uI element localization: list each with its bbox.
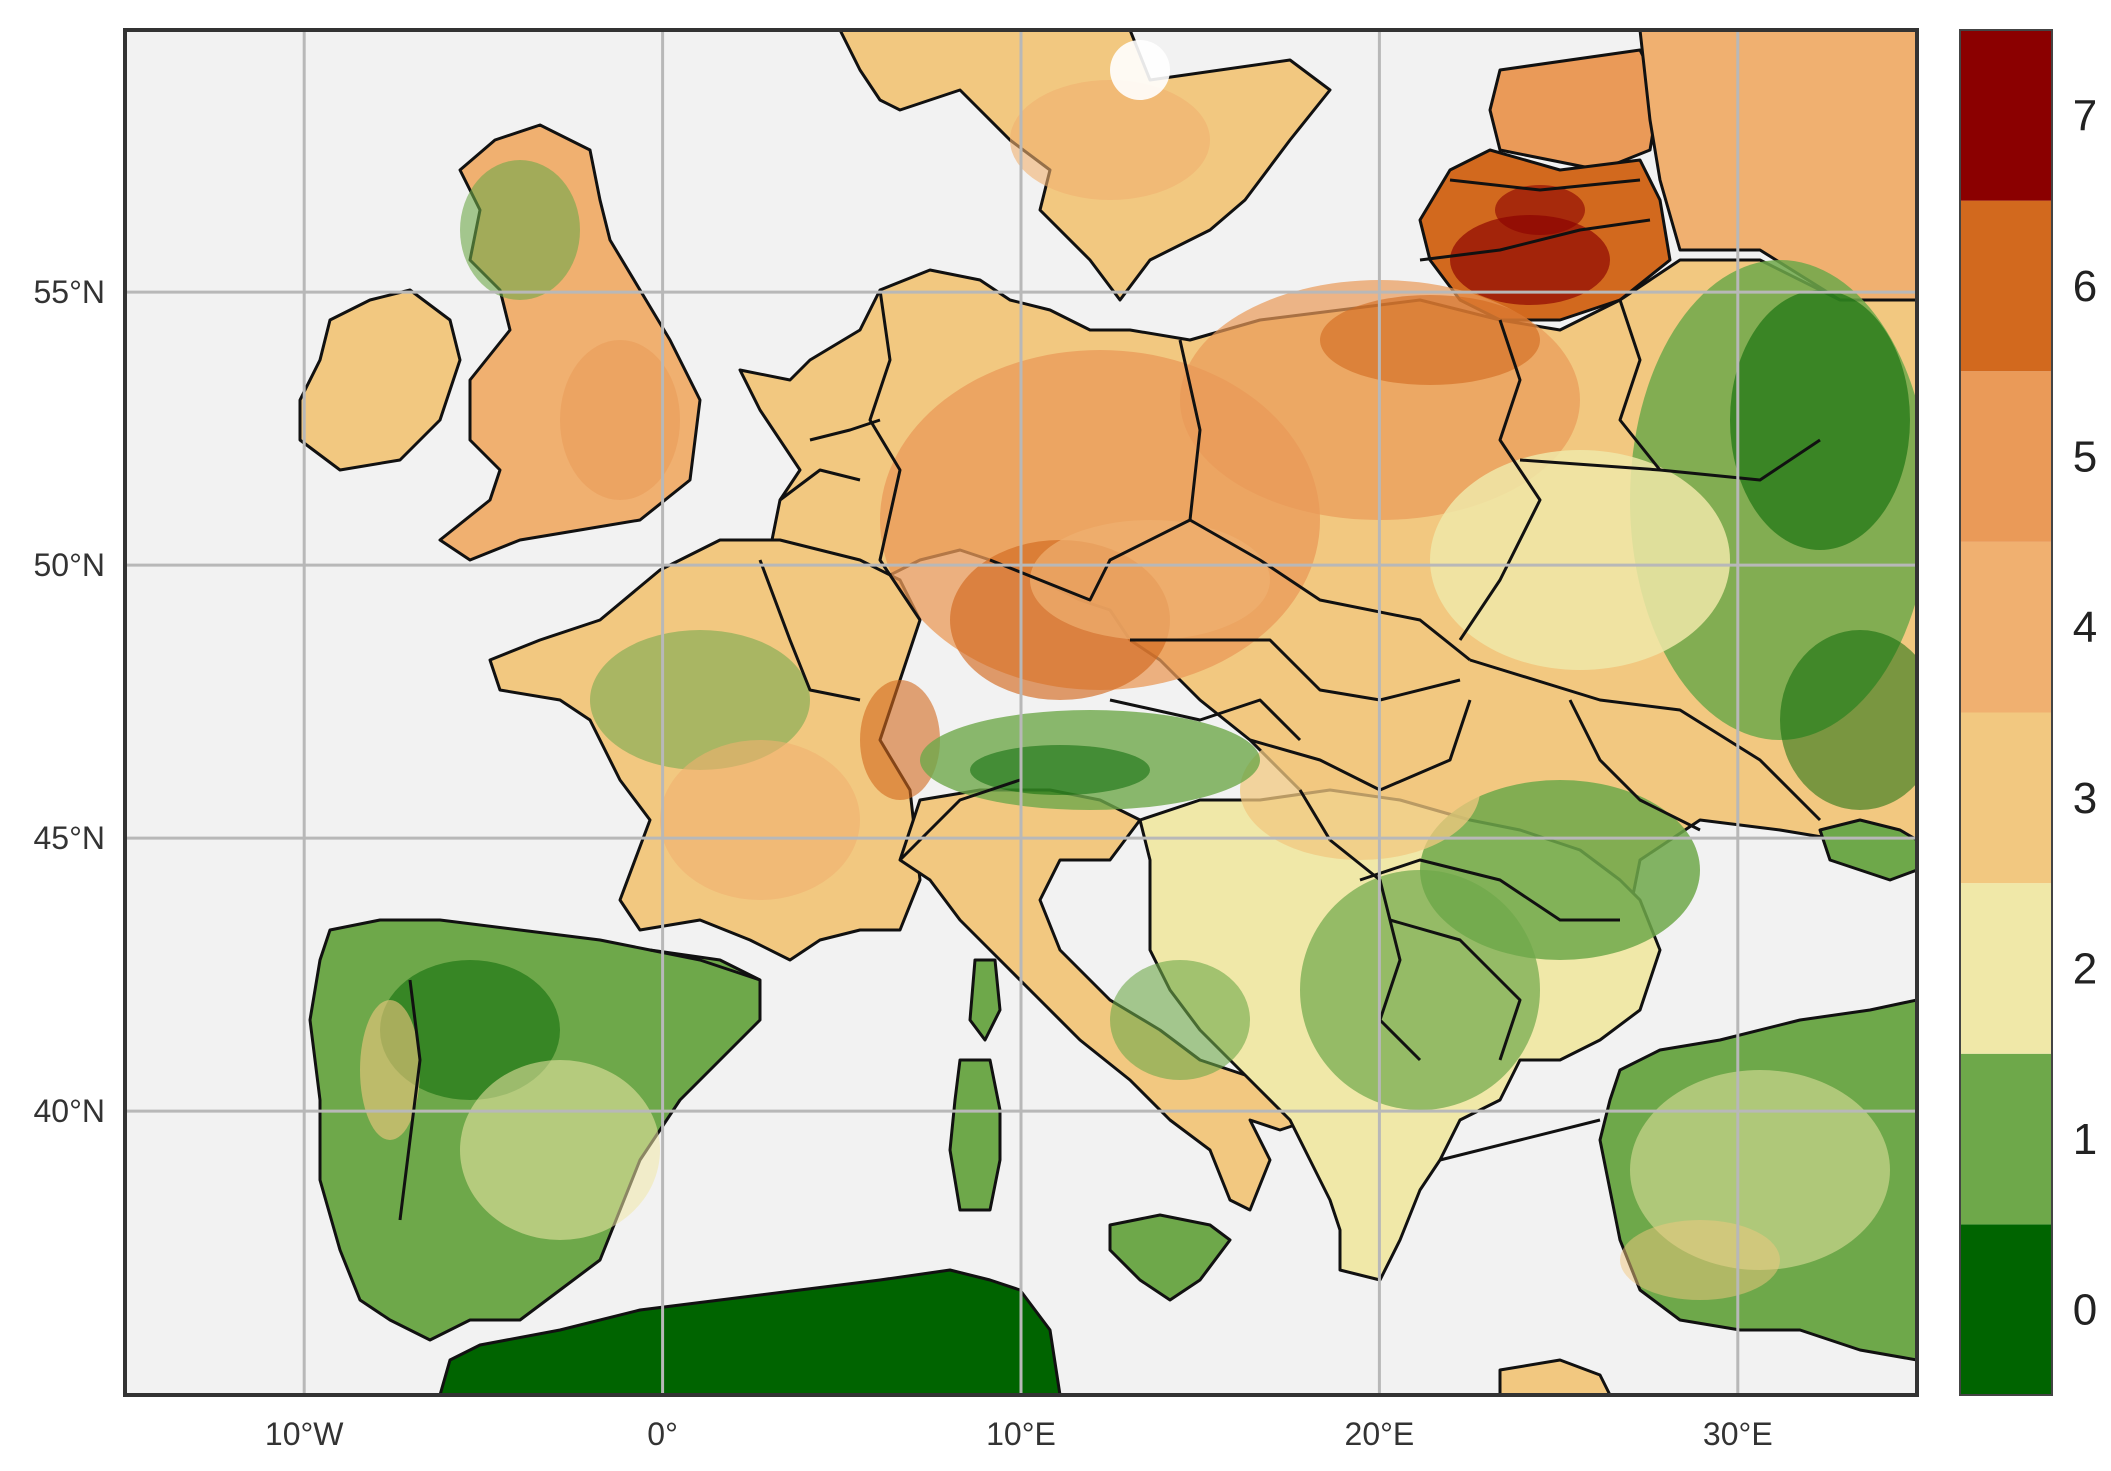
- land-north-africa-east: [1498, 1358, 1612, 1395]
- land-north-africa: [438, 1268, 1062, 1395]
- gridlines: [125, 30, 1917, 1395]
- colorbar-swatch: [1960, 30, 2052, 201]
- field-patch: [1495, 185, 1585, 235]
- colorbar-tick-label: 3: [2073, 774, 2097, 823]
- colorbar: 0 1 2 3 4 5 6 7: [1959, 29, 2097, 1396]
- lat-tick-label: 50°N: [34, 547, 106, 583]
- colorbar-swatch: [1960, 541, 2052, 713]
- field-patch: [860, 680, 940, 800]
- field-patch: [460, 160, 580, 300]
- lon-tick-label: 10°E: [986, 1416, 1056, 1452]
- field-patch: [1010, 80, 1210, 200]
- data-field: [360, 40, 1917, 1300]
- land-northeast: [1638, 30, 1917, 302]
- colorbar-frame: [1959, 29, 2053, 1396]
- land-baltic-north: [1488, 48, 1662, 172]
- lon-tick-label: 20°E: [1345, 1416, 1415, 1452]
- colorbar-tick-label: 4: [2073, 603, 2097, 652]
- land-sardinia: [948, 1058, 1002, 1212]
- colorbar-tick-label: 6: [2073, 262, 2097, 311]
- latitude-ticks: 55°N 50°N 45°N 40°N: [34, 274, 106, 1129]
- lon-tick-label: 0°: [647, 1416, 678, 1452]
- colorbar-tick-label: 5: [2073, 433, 2097, 482]
- field-patch: [590, 630, 810, 770]
- field-patch: [1620, 1220, 1780, 1300]
- field-patch: [1110, 960, 1250, 1080]
- colorbar-swatch: [1960, 1053, 2052, 1225]
- colorbar-swatch: [1960, 371, 2052, 542]
- colorbar-swatch: [1960, 1224, 2052, 1395]
- field-patch: [1450, 215, 1610, 305]
- field-patch: [380, 960, 560, 1100]
- colorbar-tick-label: 7: [2073, 91, 2097, 140]
- longitude-ticks: 10°W 0° 10°E 20°E 30°E: [265, 1416, 1773, 1452]
- colorbar-swatch: [1960, 200, 2052, 372]
- field-patch: [1110, 40, 1170, 100]
- field-patch: [460, 1060, 660, 1240]
- field-patch: [1300, 870, 1540, 1110]
- field-patch: [1320, 295, 1540, 385]
- colorbar-tick-label: 1: [2073, 1115, 2097, 1164]
- colorbar-tick-label: 2: [2073, 944, 2097, 993]
- field-patch: [1430, 450, 1730, 670]
- lat-tick-label: 45°N: [34, 820, 106, 856]
- colorbar-tick-label: 0: [2073, 1286, 2097, 1335]
- land-sicily: [1108, 1213, 1232, 1302]
- lat-tick-label: 40°N: [34, 1093, 106, 1129]
- field-patch: [1780, 630, 1917, 810]
- land-crimea: [1818, 818, 1917, 882]
- lon-tick-label: 10°W: [265, 1416, 344, 1452]
- colorbar-swatch: [1960, 712, 2052, 884]
- field-patch: [1630, 1070, 1890, 1270]
- field-patch: [1030, 520, 1270, 640]
- land-ireland: [298, 288, 462, 472]
- field-patch: [360, 1000, 420, 1140]
- lat-tick-label: 55°N: [34, 274, 106, 310]
- map-frame: [123, 28, 1919, 1397]
- country-borders: [398, 178, 1822, 1221]
- colorbar-swatch: [1960, 883, 2052, 1054]
- field-patch: [660, 740, 860, 900]
- lon-tick-label: 30°E: [1703, 1416, 1773, 1452]
- field-patch: [560, 340, 680, 500]
- field-patch: [1730, 290, 1910, 550]
- land-corsica: [968, 958, 1002, 1042]
